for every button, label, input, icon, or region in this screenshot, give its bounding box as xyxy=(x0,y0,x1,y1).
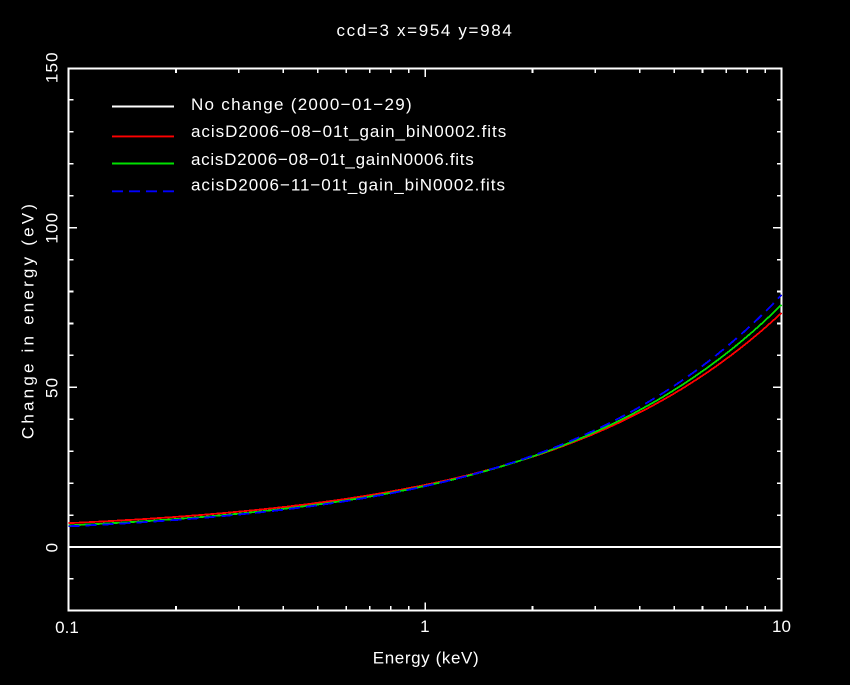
svg-text:10: 10 xyxy=(772,617,791,636)
svg-text:No change (2000−01−29): No change (2000−01−29) xyxy=(191,95,413,114)
svg-text:acisD2006−11−01t_gain_biN0002.: acisD2006−11−01t_gain_biN0002.fits xyxy=(191,175,506,194)
svg-text:0.1: 0.1 xyxy=(55,618,79,637)
svg-text:50: 50 xyxy=(43,377,62,398)
svg-text:150: 150 xyxy=(43,51,62,83)
svg-text:Energy (keV): Energy (keV) xyxy=(373,649,479,668)
svg-text:1: 1 xyxy=(420,617,429,636)
svg-text:acisD2006−08−01t_gainN0006.fit: acisD2006−08−01t_gainN0006.fits xyxy=(191,150,475,169)
svg-text:0: 0 xyxy=(43,542,62,553)
svg-text:ccd=3 x=954 y=984: ccd=3 x=954 y=984 xyxy=(337,21,514,40)
svg-text:Change in energy (eV): Change in energy (eV) xyxy=(19,201,38,439)
svg-text:acisD2006−08−01t_gain_biN0002.: acisD2006−08−01t_gain_biN0002.fits xyxy=(191,122,507,141)
svg-text:100: 100 xyxy=(43,212,62,244)
